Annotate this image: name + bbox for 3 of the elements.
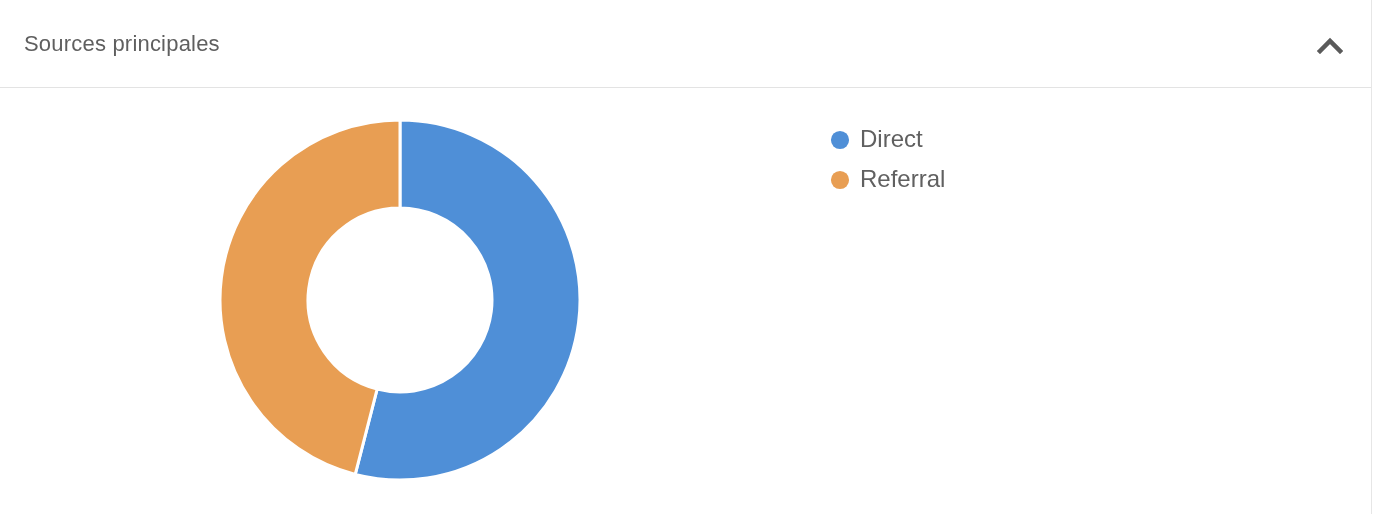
legend-label: Referral <box>860 165 946 192</box>
legend-label: Direct <box>860 125 923 152</box>
chart-title: Sources principales <box>24 30 220 57</box>
